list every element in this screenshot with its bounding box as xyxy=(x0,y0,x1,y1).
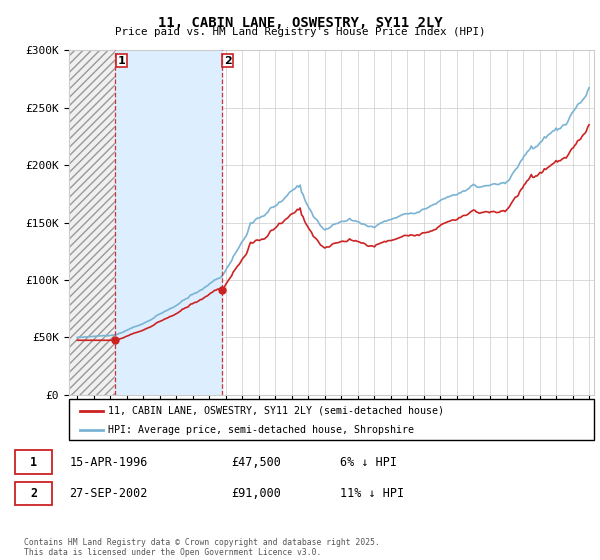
Text: £47,500: £47,500 xyxy=(231,455,281,469)
Text: 1: 1 xyxy=(118,55,125,66)
Text: 6% ↓ HPI: 6% ↓ HPI xyxy=(340,455,397,469)
Text: 11, CABIN LANE, OSWESTRY, SY11 2LY (semi-detached house): 11, CABIN LANE, OSWESTRY, SY11 2LY (semi… xyxy=(109,405,445,416)
Bar xyxy=(69,50,115,395)
Text: Price paid vs. HM Land Registry's House Price Index (HPI): Price paid vs. HM Land Registry's House … xyxy=(115,27,485,37)
Text: 2: 2 xyxy=(30,487,37,500)
Text: 11, CABIN LANE, OSWESTRY, SY11 2LY: 11, CABIN LANE, OSWESTRY, SY11 2LY xyxy=(158,16,442,30)
FancyBboxPatch shape xyxy=(15,450,52,474)
Text: 15-APR-1996: 15-APR-1996 xyxy=(70,455,148,469)
Text: 1: 1 xyxy=(30,455,37,469)
Text: 2: 2 xyxy=(224,55,232,66)
Text: HPI: Average price, semi-detached house, Shropshire: HPI: Average price, semi-detached house,… xyxy=(109,424,415,435)
Text: £91,000: £91,000 xyxy=(231,487,281,500)
Bar xyxy=(115,50,221,395)
Text: Contains HM Land Registry data © Crown copyright and database right 2025.
This d: Contains HM Land Registry data © Crown c… xyxy=(24,538,380,557)
FancyBboxPatch shape xyxy=(15,482,52,505)
Text: 11% ↓ HPI: 11% ↓ HPI xyxy=(340,487,404,500)
Text: 27-SEP-2002: 27-SEP-2002 xyxy=(70,487,148,500)
